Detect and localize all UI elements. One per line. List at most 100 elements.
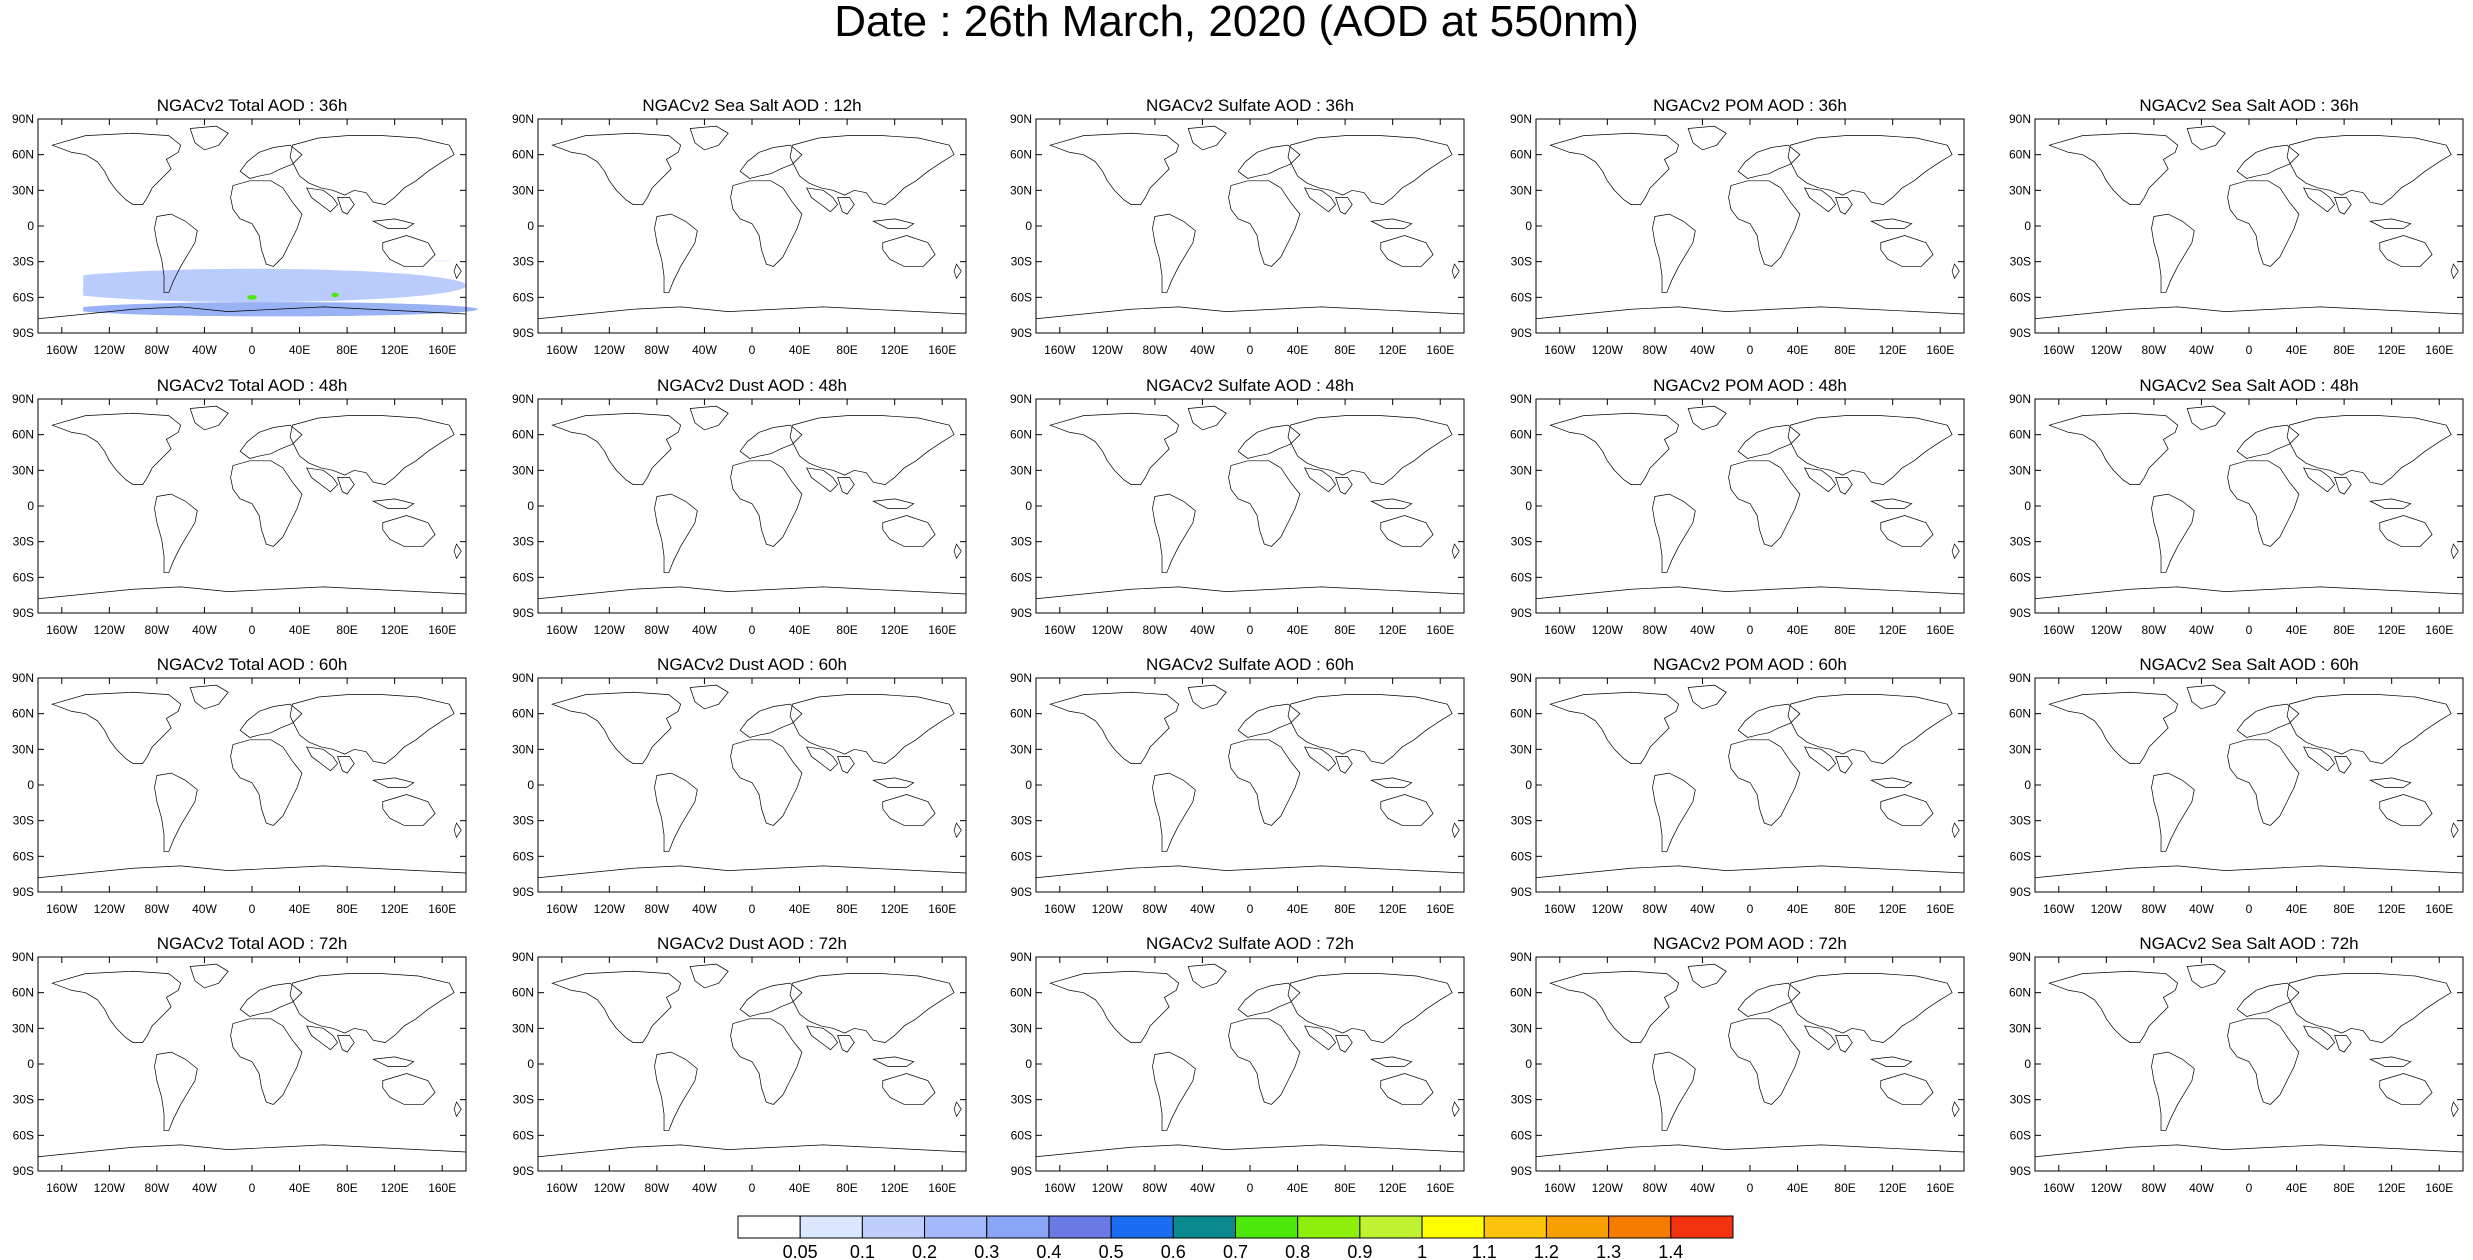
lat-label: 30N (12, 1021, 34, 1035)
lat-label: 60N (1510, 707, 1532, 721)
lat-label: 0 (1025, 219, 1032, 233)
lat-label: 90S (13, 606, 34, 620)
map-frame (537, 677, 967, 893)
map-panel: NGACv2 Total AOD : 60h 90N 60N 30N 0 30S 60S 90… (12, 655, 467, 916)
aod-patch (246, 458, 305, 487)
map-frame (1035, 398, 1465, 614)
colorbar-label: 0.5 (1099, 1242, 1124, 1260)
lon-label: 80E (336, 902, 357, 916)
aod-patch (1163, 785, 1170, 809)
coastline (1035, 405, 1465, 614)
coastline (37, 684, 467, 893)
lon-label: 120E (1879, 343, 1907, 357)
lat-label: 30S (2010, 814, 2031, 828)
lat-label: 90S (2010, 606, 2031, 620)
aod-patch (246, 178, 305, 207)
aod-patch (311, 995, 477, 1038)
lat-label: 30S (13, 814, 34, 828)
lon-label: 40W (2189, 623, 2214, 637)
aod-patch (38, 828, 466, 861)
lon-label: 80W (2142, 343, 2167, 357)
aod-patch (1163, 506, 1170, 530)
map-panel: NGACv2 Total AOD : 72h 90N 60N 30N 0 30S 60S 90… (12, 934, 477, 1195)
panel-title: NGACv2 Sulfate AOD : 60h (1146, 655, 1354, 674)
aod-patch (26, 995, 192, 1038)
lon-label: 160W (1544, 343, 1576, 357)
map-frame (1035, 956, 1465, 1172)
coastline (2034, 963, 2464, 1172)
lat-label: 30N (2009, 463, 2031, 477)
lat-label: 30N (2009, 1021, 2031, 1035)
colorbar-label: 0.2 (912, 1242, 937, 1260)
lat-label: 60N (512, 428, 534, 442)
lon-label: 120W (94, 1181, 126, 1195)
lon-label: 40E (1287, 343, 1308, 357)
map-panel: NGACv2 Sulfate AOD : 60h 90N 60N 30N 0 30S 60S… (1010, 655, 1465, 916)
lon-label: 160W (546, 623, 578, 637)
lon-label: 40E (289, 1181, 310, 1195)
aod-patch (770, 736, 782, 750)
aod-patch (300, 173, 348, 197)
lat-label: 60S (1511, 849, 1532, 863)
aod-patch (2308, 716, 2473, 759)
map-frame (1535, 956, 1965, 1172)
aod-patch (2247, 295, 2257, 300)
lon-label: 120W (1592, 902, 1624, 916)
lat-label: 30N (1010, 183, 1032, 197)
aod-patch (526, 190, 621, 238)
lat-label: 90N (2009, 112, 2031, 126)
map-frame (37, 677, 467, 893)
lat-label: 90S (513, 885, 534, 899)
aod-patch (1163, 226, 1170, 250)
lat-label: 0 (27, 499, 34, 513)
lat-label: 30S (13, 535, 34, 549)
aod-patch (2023, 995, 2189, 1038)
lon-label: 160W (2043, 902, 2075, 916)
lon-label: 40E (1287, 902, 1308, 916)
lat-label: 0 (1025, 1057, 1032, 1071)
map-panel: NGACv2 POM AOD : 36h 90N 60N 30N 0 30S 60S 90S 1… (1510, 96, 1965, 357)
aod-field (1663, 709, 1900, 809)
lon-label: 120W (1092, 1181, 1124, 1195)
colorbar-swatch (1048, 1215, 1112, 1239)
lat-label: 90S (2010, 1164, 2031, 1178)
lon-label: 120E (2378, 343, 2406, 357)
lat-label: 90N (512, 112, 534, 126)
aod-patch (2035, 269, 2463, 302)
lon-label: 0 (749, 1181, 756, 1195)
lon-label: 0 (2246, 902, 2253, 916)
lat-label: 0 (27, 778, 34, 792)
aod-patch (811, 157, 977, 200)
lat-label: 60S (513, 1128, 534, 1142)
aod-patch (26, 749, 121, 797)
lat-label: 60N (1510, 428, 1532, 442)
lon-label: 40E (1787, 343, 1808, 357)
lon-label: 40W (1190, 1181, 1215, 1195)
lon-label: 160E (928, 343, 956, 357)
aod-patch (26, 157, 192, 200)
lon-label: 40W (1190, 623, 1215, 637)
panel-title: NGACv2 Sulfate AOD : 36h (1146, 96, 1354, 115)
lon-label: 120W (94, 343, 126, 357)
lat-label: 90S (1511, 606, 1532, 620)
map-frame (1535, 677, 1965, 893)
map-panel: NGACv2 POM AOD : 72h 90N 60N 30N 0 30S 60S 90S 1… (1510, 934, 1965, 1195)
aod-patch (26, 437, 192, 480)
lon-label: 80W (1643, 902, 1668, 916)
lat-label: 60S (13, 1128, 34, 1142)
lon-label: 160W (1544, 902, 1576, 916)
map-frame (537, 398, 967, 614)
aod-patch (1663, 1064, 1670, 1088)
map-panel: NGACv2 Total AOD : 36h 90N 60N 30N 0 30S 60S 90… (12, 96, 478, 357)
lon-label: 160W (2043, 1181, 2075, 1195)
lon-label: 120W (1092, 902, 1124, 916)
lon-label: 0 (249, 902, 256, 916)
lat-label: 90N (12, 112, 34, 126)
aod-patch (538, 227, 966, 260)
aod-patch (390, 457, 400, 464)
lon-label: 80W (645, 902, 670, 916)
lon-label: 40W (1190, 902, 1215, 916)
lon-label: 160E (2425, 343, 2453, 357)
aod-patch (1683, 726, 1697, 736)
panel-title: NGACv2 POM AOD : 48h (1653, 376, 1847, 395)
